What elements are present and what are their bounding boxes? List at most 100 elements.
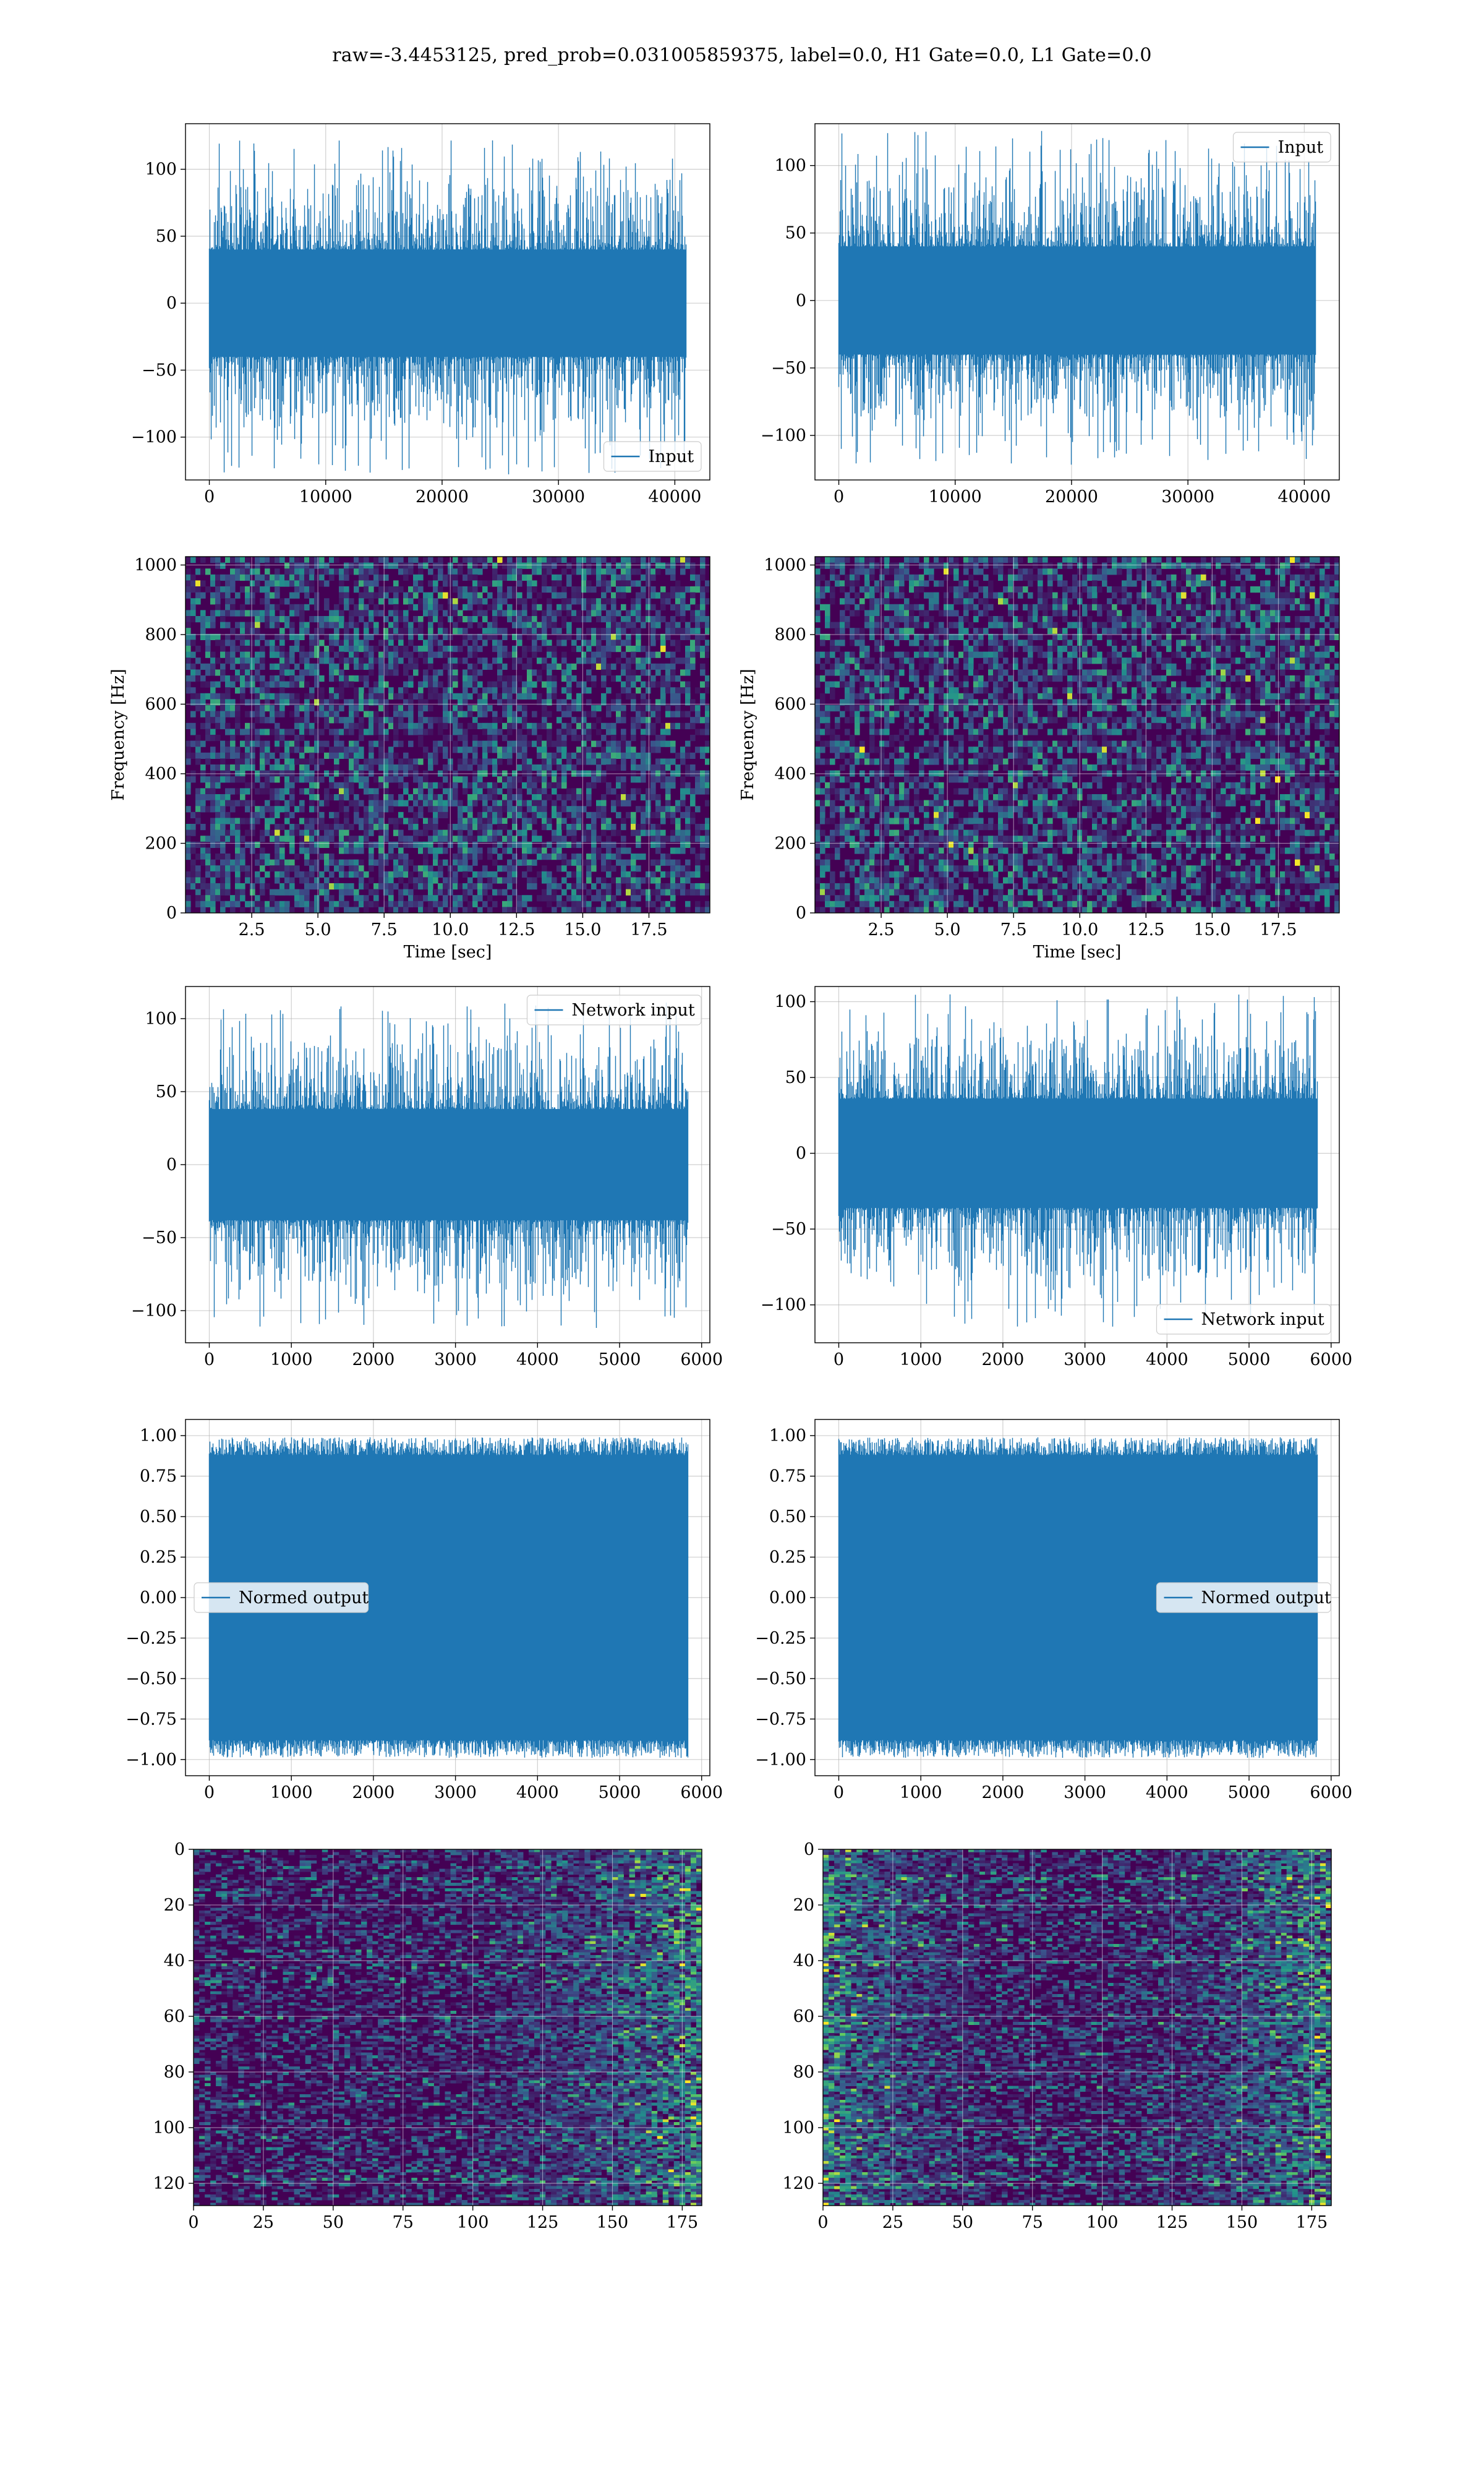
heatmap-cell <box>265 729 270 735</box>
heatmap-cell <box>507 871 513 878</box>
heatmap-cell <box>700 586 706 593</box>
heatmap-cell <box>408 877 414 884</box>
heatmap-cell <box>458 657 463 664</box>
heatmap-cell <box>611 865 616 872</box>
heatmap-cell <box>621 586 626 593</box>
heatmap-cell <box>502 776 508 783</box>
heatmap-cell <box>884 598 890 605</box>
heatmap-cell <box>299 628 305 635</box>
heatmap-cell <box>1038 616 1043 623</box>
heatmap-cell <box>443 580 448 587</box>
heatmap-cell <box>294 871 300 878</box>
heatmap-cell <box>255 557 260 563</box>
heatmap-cell <box>482 562 488 569</box>
heatmap-cell <box>215 794 221 801</box>
heatmap-cell <box>497 829 503 836</box>
heatmap-cell <box>265 901 270 907</box>
heatmap-cell <box>1265 562 1271 569</box>
heatmap-cell <box>339 580 344 587</box>
heatmap-cell <box>1216 610 1221 617</box>
heatmap-cell <box>507 717 513 724</box>
heatmap-cell <box>245 788 250 795</box>
heatmap-cell <box>655 669 661 676</box>
heatmap-cell <box>944 574 949 581</box>
heatmap-cell <box>235 895 241 902</box>
heatmap-cell <box>542 865 547 872</box>
heatmap-cell <box>636 854 641 860</box>
heatmap-cell <box>260 675 265 682</box>
heatmap-cell <box>680 598 686 605</box>
heatmap-cell <box>240 794 245 801</box>
heatmap-cell <box>294 574 300 581</box>
heatmap-cell <box>601 669 607 676</box>
heatmap-cell <box>899 580 905 587</box>
heatmap-cell <box>186 841 191 848</box>
heatmap-cell <box>467 681 473 688</box>
heatmap-cell <box>889 568 895 575</box>
heatmap-cell <box>438 604 443 610</box>
heatmap-cell <box>260 693 265 700</box>
heatmap-cell <box>210 788 216 795</box>
heatmap-cell <box>373 811 379 818</box>
heatmap-cell <box>894 622 900 628</box>
heatmap-cell <box>329 907 335 913</box>
heatmap-cell <box>443 806 448 813</box>
heatmap-cell <box>641 829 646 836</box>
heatmap-cell <box>934 598 939 605</box>
heatmap-cell <box>512 747 518 753</box>
heatmap-cell <box>443 663 448 670</box>
heatmap-cell <box>1146 562 1152 569</box>
heatmap-cell <box>581 729 587 735</box>
heatmap-cell <box>378 669 384 676</box>
heatmap-cell <box>354 811 359 818</box>
heatmap-cell <box>626 847 631 854</box>
heatmap-cell <box>359 776 364 783</box>
heatmap-cell <box>1201 568 1206 575</box>
heatmap-cell <box>993 616 999 623</box>
heatmap-cell <box>349 657 354 664</box>
heatmap-cell <box>205 651 211 658</box>
heatmap-cell <box>665 598 671 605</box>
heatmap-cell <box>695 776 701 783</box>
heatmap-cell <box>289 693 295 700</box>
heatmap-cell <box>235 776 241 783</box>
heatmap-cell <box>641 717 646 724</box>
heatmap-cell <box>443 847 448 854</box>
heatmap-cell <box>547 604 552 610</box>
heatmap-cell <box>527 740 532 747</box>
heatmap-cell <box>289 889 295 896</box>
heatmap-cell <box>294 681 300 688</box>
heatmap-cell <box>1216 557 1221 563</box>
heatmap-cell <box>695 705 701 712</box>
heatmap-cell <box>403 651 409 658</box>
heatmap-cell <box>344 592 349 599</box>
heatmap-cell <box>398 610 404 617</box>
heatmap-cell <box>463 859 468 866</box>
heatmap-cell <box>601 722 607 729</box>
heatmap-cell <box>453 604 458 610</box>
heatmap-cell <box>284 859 290 866</box>
heatmap-cell <box>537 747 542 753</box>
heatmap-cell <box>344 646 349 653</box>
heatmap-cell <box>1107 616 1112 623</box>
heatmap-cell <box>240 699 245 706</box>
heatmap-cell <box>225 883 231 890</box>
heatmap-cell <box>497 598 503 605</box>
heatmap-cell <box>186 782 191 789</box>
heatmap-cell <box>591 854 597 860</box>
heatmap-cell <box>369 794 374 801</box>
heatmap-cell <box>527 800 532 807</box>
heatmap-cell <box>650 788 656 795</box>
heatmap-cell <box>636 705 641 712</box>
heatmap-cell <box>1216 562 1221 569</box>
heatmap-cell <box>1127 580 1132 587</box>
heatmap-cell <box>1117 598 1122 605</box>
heatmap-cell <box>190 883 196 890</box>
heatmap-cell <box>552 877 557 884</box>
heatmap-cell <box>230 568 236 575</box>
heatmap-cell <box>215 610 221 617</box>
heatmap-cell <box>502 735 508 742</box>
heatmap-cell <box>561 669 567 676</box>
heatmap-cell <box>953 586 959 593</box>
heatmap-cell <box>329 854 335 860</box>
